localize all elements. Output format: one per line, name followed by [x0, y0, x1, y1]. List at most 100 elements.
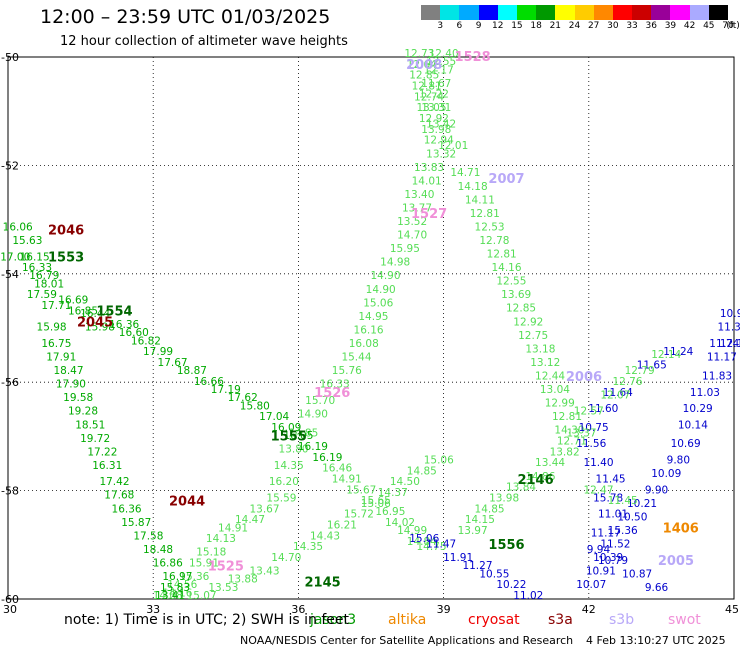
x-tick-label: 39	[437, 603, 451, 616]
wave-height-value: 13.31	[421, 102, 451, 114]
wave-height-value: 17.00	[0, 251, 30, 263]
wave-height-value: 12.47	[583, 484, 613, 496]
legend-label: 6	[456, 21, 463, 31]
legend-label: 30	[607, 21, 619, 31]
pass-id-label: 1528	[455, 50, 491, 65]
wave-height-value: 12.85	[506, 303, 536, 315]
wave-height-value: 14.90	[298, 408, 328, 420]
satellite-legend: jason3 altika cryosat s3a s3b swot	[0, 612, 740, 630]
pass-id-label: 2044	[169, 494, 205, 509]
wave-height-value: 14.47	[235, 514, 265, 526]
wave-height-value: 15.87	[121, 517, 151, 529]
wave-height-value: 13.41	[155, 590, 185, 602]
wave-height-value: 11.83	[702, 370, 732, 382]
wave-height-value: 10.39	[593, 552, 623, 564]
wave-height-value: 16.21	[327, 520, 357, 532]
wave-height-value: 18.47	[53, 365, 83, 377]
wave-height-value: 15.06	[363, 297, 393, 309]
wave-height-value: 15.65	[361, 495, 391, 507]
footer-credit: NOAA/NESDIS Center for Satellite Applica…	[240, 634, 574, 647]
wave-height-value: 10.91	[586, 566, 616, 578]
page-title: 12:00 – 23:59 UTC 01/03/2025	[40, 6, 331, 28]
wave-height-value: 15.07	[187, 590, 217, 602]
pass-id-label: 1526	[314, 386, 350, 401]
wave-height-value: 15.06	[361, 498, 391, 510]
wave-height-value: 17.42	[99, 476, 129, 488]
wave-height-value: 13.77	[402, 202, 432, 214]
legend-label: 70	[722, 21, 734, 31]
wave-height-value: 15.76	[332, 365, 362, 377]
pass-id-label: 2005	[658, 554, 694, 569]
wave-height-value: 14.08	[153, 590, 183, 602]
legend-swatch	[651, 5, 671, 20]
wave-height-value: 13.44	[535, 457, 565, 469]
legend-swatch	[536, 5, 556, 20]
wave-height-value: 12.01	[438, 140, 468, 152]
wave-height-value: 13.04	[540, 384, 570, 396]
wave-height-value: 10.50	[617, 511, 647, 523]
wave-height-value: 16.33	[320, 379, 350, 391]
wave-height-value: 16.46	[322, 463, 352, 475]
legend-label: 15	[511, 21, 523, 31]
wave-height-value: 11.45	[608, 495, 638, 507]
wave-height-value: 18.48	[143, 544, 173, 556]
x-tick-label: 33	[146, 603, 160, 616]
wave-height-value: 12.85	[409, 70, 439, 82]
wave-height-value: 16.60	[119, 327, 149, 339]
wave-height-value: 17.62	[228, 392, 258, 404]
wave-height-value: 13.84	[506, 482, 536, 494]
wave-height-value: 12.14	[651, 349, 681, 361]
wave-height-value: 11.3	[717, 322, 740, 334]
wave-height-value: 12.1	[720, 338, 740, 350]
wave-height-value: 16.79	[29, 270, 59, 282]
wave-height-value: 11.56	[576, 438, 606, 450]
wave-height-value: 13.80	[279, 444, 309, 456]
wave-height-value: 14.70	[271, 552, 301, 564]
wave-height-value: 19.72	[80, 433, 110, 445]
legend-label: 24	[568, 21, 581, 31]
wave-height-value: 14.11	[465, 194, 495, 206]
wave-height-value: 14.85	[407, 465, 437, 477]
wave-height-value: 12.44	[535, 370, 565, 382]
wave-height-value: 16.97	[162, 571, 192, 583]
wave-height-value: 11.67	[421, 78, 451, 90]
wave-height-value: 14.15	[465, 514, 495, 526]
wave-height-value: 12.57	[574, 406, 604, 418]
wave-height-value: 13.43	[249, 566, 279, 578]
wave-height-value: 12.40	[429, 48, 459, 60]
satellite-legend-item: altika	[388, 612, 427, 628]
wave-height-value: 14.71	[450, 167, 480, 179]
wave-height-value: 15.06	[409, 533, 439, 545]
wave-height-value: 13.12	[530, 357, 560, 369]
wave-height-value: 13.82	[550, 446, 580, 458]
wave-height-value: 16.19	[312, 452, 342, 464]
wave-height-value: 10.69	[671, 438, 701, 450]
generation-timestamp: 4 Feb 13:10:27 UTC 2025	[586, 634, 726, 647]
wave-height-value: 16.20	[269, 476, 299, 488]
legend-label: 3	[437, 21, 444, 31]
wave-height-value: 16.16	[354, 324, 384, 336]
legend-label: 21	[549, 21, 562, 31]
wave-height-value: 11.47	[426, 539, 456, 551]
wave-height-value: 18.87	[177, 365, 207, 377]
wave-height-value: 10.22	[496, 579, 526, 591]
x-tick-label: 42	[582, 603, 596, 616]
wave-height-value: 14.85	[475, 503, 505, 515]
wave-height-value: 12.07	[600, 389, 630, 401]
units-note: note: 1) Time is in UTC; 2) SWH is in fe…	[64, 612, 350, 628]
wave-height-value: 17.91	[46, 352, 76, 364]
legend-swatch	[459, 5, 479, 20]
wave-height-value: 12.78	[479, 235, 509, 247]
y-tick-label: -54	[1, 268, 19, 281]
map-frame	[7, 56, 735, 600]
wave-height-value: 11.45	[596, 473, 626, 485]
wave-height-value: 15.18	[196, 547, 226, 559]
legend-label: 27	[587, 21, 600, 31]
wave-height-value: 12.81	[552, 411, 582, 423]
wave-height-value: 14.90	[366, 284, 396, 296]
wave-height-value: 14.91	[332, 473, 362, 485]
wave-height-value: 15.44	[341, 352, 371, 364]
y-tick-label: -58	[1, 485, 19, 498]
wave-height-value: 14.84	[407, 536, 437, 548]
